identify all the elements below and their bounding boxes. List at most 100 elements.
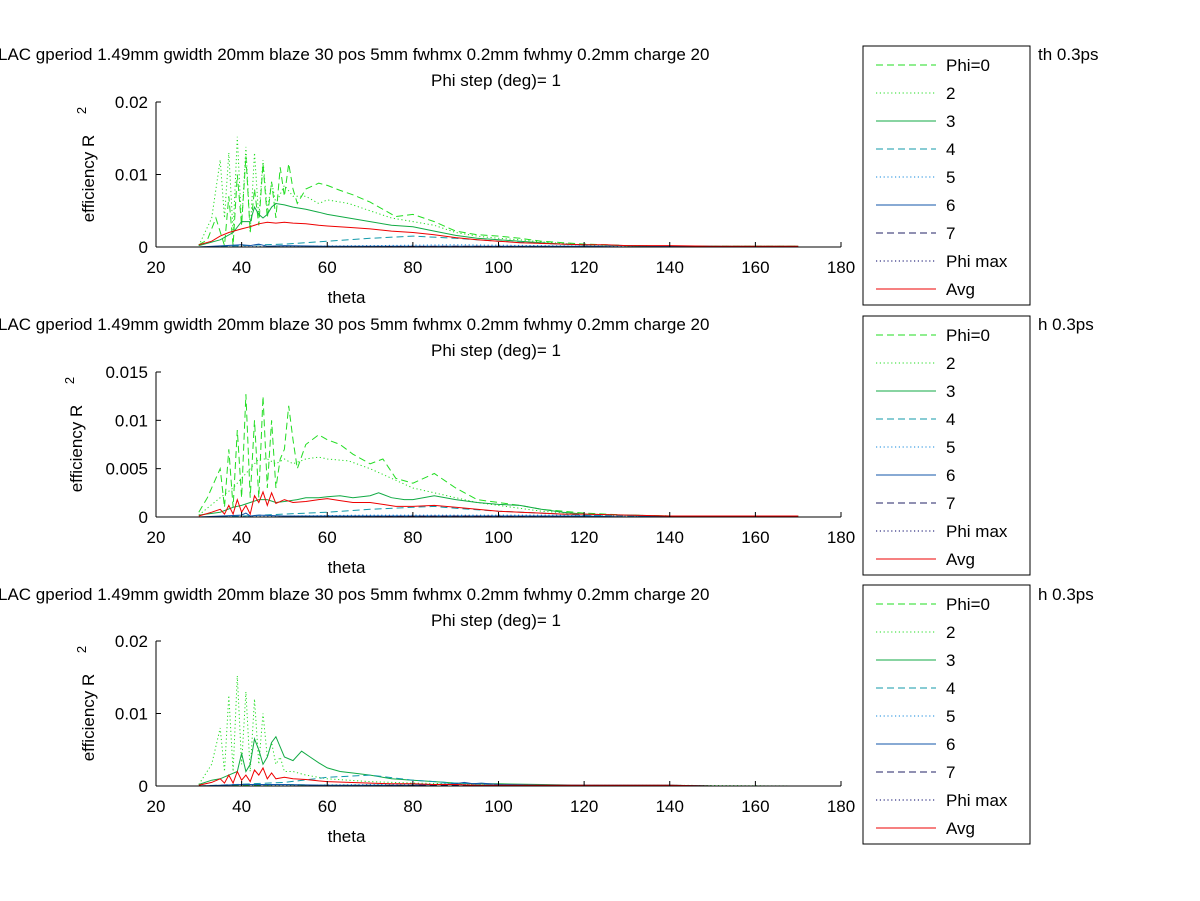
legend-entry-label: 4 [946,140,955,159]
chart-subtitle: Phi step (deg)= 1 [431,341,561,360]
x-tick-label: 60 [318,258,337,277]
x-tick-label: 160 [741,258,769,277]
legend-entry-label: 6 [946,735,955,754]
series-group [198,675,799,786]
series-line-avg [198,766,799,786]
series-line-phi-0 [198,394,799,517]
x-tick-label: 100 [484,258,512,277]
x-tick-label: 120 [570,528,598,547]
chart-subtitle: Phi step (deg)= 1 [431,71,561,90]
y-axis-label-group: efficiency R 2 [74,646,98,761]
y-tick-label: 0.01 [115,705,148,724]
x-tick-label: 20 [147,258,166,277]
x-tick-label: 180 [827,528,855,547]
y-axis-label: efficiency R [67,405,86,493]
legend-entry-label: 4 [946,410,955,429]
x-tick-label: 140 [656,258,684,277]
legend-entry-label: 6 [946,196,955,215]
series-line-3 [198,735,799,786]
series-line-2 [198,456,799,517]
series-line-avg [198,221,799,247]
x-tick-label: 80 [403,258,422,277]
legend-entry-label: Avg [946,819,975,838]
x-tick-label: 160 [741,528,769,547]
x-tick-label: 180 [827,797,855,816]
x-tick-label: 100 [484,528,512,547]
legend-entry-label: 5 [946,168,955,187]
legend-entry-label: 7 [946,763,955,782]
x-tick-label: 140 [656,797,684,816]
series-line-3 [198,492,799,517]
y-axis-label-superscript: 2 [62,377,77,384]
legend-entry-label: 5 [946,707,955,726]
legend-entry-label: Avg [946,280,975,299]
x-tick-label: 140 [656,528,684,547]
y-tick-label: 0 [139,238,148,257]
x-tick-label: 60 [318,797,337,816]
x-tick-label: 80 [403,528,422,547]
x-tick-label: 80 [403,797,422,816]
x-tick-label: 20 [147,528,166,547]
y-axis-label: efficiency R [79,674,98,762]
y-axis-label-group: efficiency R 2 [62,377,86,492]
x-tick-label: 40 [232,528,251,547]
legend-entry-label: 2 [946,623,955,642]
y-axis-label-superscript: 2 [74,646,89,653]
legend-entry-label: Phi max [946,791,1008,810]
series-line-2 [198,675,799,786]
legend-entry-label: 6 [946,466,955,485]
legend-entry-label: 3 [946,112,955,131]
y-tick-label: 0 [139,777,148,796]
series-group [198,394,799,517]
x-tick-label: 160 [741,797,769,816]
legend-entry-label: 2 [946,354,955,373]
chart-title-tail: h 0.3ps [1038,315,1094,334]
chart-title: LAC gperiod 1.49mm gwidth 20mm blaze 30 … [0,585,709,604]
legend-entry-label: Avg [946,550,975,569]
y-axis-label-superscript: 2 [74,107,89,114]
y-tick-label: 0.015 [105,363,148,382]
legend: Phi=0 2 3 4 5 6 7 Phi max Avg [862,45,1031,306]
legend-entry-label: Phi=0 [946,595,990,614]
x-axis-label: theta [328,288,366,307]
legend-entry-label: 3 [946,651,955,670]
y-tick-label: 0 [139,508,148,527]
x-tick-label: 180 [827,258,855,277]
legend-box [862,315,1031,576]
x-tick-label: 100 [484,797,512,816]
y-tick-label: 0.02 [115,93,148,112]
series-line-avg [198,490,799,517]
legend-entry-label: Phi max [946,252,1008,271]
chart-panel-1: 20 40 60 80 100 120 140 160 180 0 0.01 0.02 theta eff… [0,45,1099,307]
x-tick-label: 120 [570,797,598,816]
y-tick-label: 0.01 [115,166,148,185]
legend: Phi=0 2 3 4 5 6 7 Phi max Avg [862,584,1031,845]
x-tick-label: 40 [232,797,251,816]
chart-title-tail: th 0.3ps [1038,45,1099,64]
chart-subtitle: Phi step (deg)= 1 [431,611,561,630]
y-tick-label: 0.005 [105,460,148,479]
chart-panel-3: 20 40 60 80 100 120 140 160 180 0 0.01 0.02 theta eff… [0,584,1094,846]
legend-entry-label: 7 [946,494,955,513]
chart-title: LAC gperiod 1.49mm gwidth 20mm blaze 30 … [0,45,709,64]
y-tick-label: 0.01 [115,411,148,430]
x-axis-label: theta [328,827,366,846]
legend-box [862,584,1031,845]
x-tick-label: 120 [570,258,598,277]
legend-entry-label: 3 [946,382,955,401]
legend-entry-label: 4 [946,679,955,698]
legend-entry-label: 2 [946,84,955,103]
x-tick-label: 60 [318,528,337,547]
x-tick-label: 40 [232,258,251,277]
x-axis-label: theta [328,558,366,577]
legend-entry-label: 5 [946,438,955,457]
chart-title-tail: h 0.3ps [1038,585,1094,604]
legend: Phi=0 2 3 4 5 6 7 Phi max Avg [862,315,1031,576]
series-line-phi-0 [198,156,799,247]
chart-panel-2: 20 40 60 80 100 120 140 160 180 0 0.005 0.01 0.015 th… [0,315,1094,577]
legend-box [862,45,1031,306]
series-line-2 [198,136,799,247]
x-tick-label: 20 [147,797,166,816]
y-axis-label-group: efficiency R 2 [74,107,98,222]
